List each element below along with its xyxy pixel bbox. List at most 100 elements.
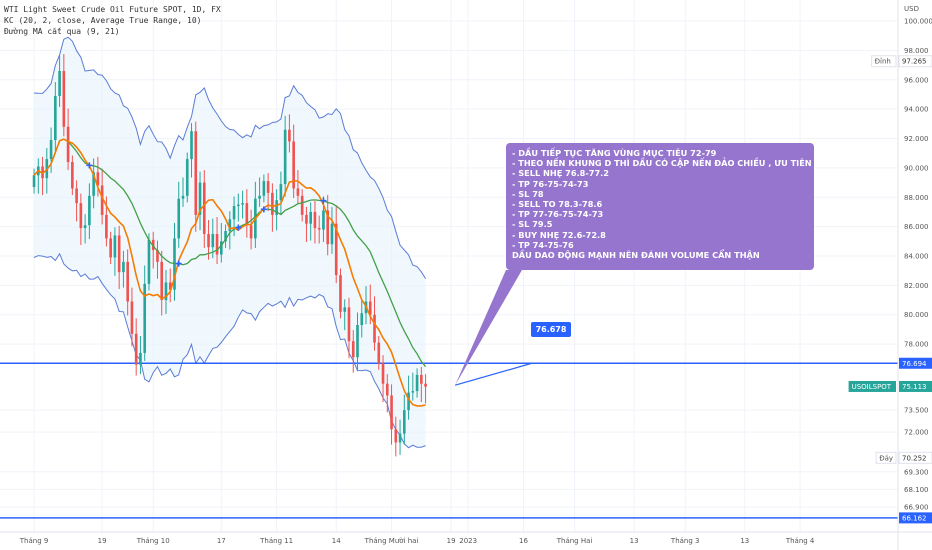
- projection-arrow: [454, 270, 532, 386]
- candle-body: [334, 223, 338, 276]
- candle-body: [237, 204, 240, 207]
- time-tick-label: 19: [98, 537, 107, 545]
- candle-body: [96, 172, 100, 186]
- time-tick-label: 13: [630, 537, 639, 545]
- candle-body: [228, 219, 232, 232]
- candle-body: [415, 374, 419, 392]
- candle-body: [288, 129, 291, 142]
- horizontal-levels: [0, 362, 898, 519]
- trade-plan-note[interactable]: - DẦU TIẾP TỤC TĂNG VÙNG MỤC TIÊU 72-79-…: [506, 143, 862, 270]
- price-tick-label: 86.000: [904, 223, 929, 231]
- candle-body: [100, 185, 104, 215]
- ma-fast-line: [33, 138, 426, 407]
- candle-body: [224, 231, 227, 242]
- time-tick-label: Tháng 11: [259, 537, 293, 545]
- candle-body: [398, 433, 402, 443]
- price-label-tag: Đỉnh: [875, 58, 891, 66]
- candle-body: [266, 181, 270, 193]
- price-label-tag-box: [871, 55, 897, 68]
- note-line: DẦU DAO ĐỘNG MẠNH NÊN ĐÁNH VOLUME CẨN TH…: [512, 250, 760, 261]
- candle-body: [168, 282, 172, 290]
- candle-body: [139, 352, 142, 365]
- price-label-tag-box: [848, 380, 896, 392]
- candle-body: [71, 162, 74, 189]
- legend-symbol[interactable]: WTI Light Sweet Crude Oil Future SPOT, 1…: [4, 5, 221, 14]
- candle-body: [105, 214, 108, 239]
- price-label-box: [899, 512, 932, 524]
- price-label-box: [899, 357, 932, 369]
- candle-body: [194, 131, 198, 215]
- price-label-box: [898, 451, 932, 464]
- ma-cross-marker: [235, 224, 242, 231]
- candle-body: [322, 210, 325, 230]
- candles: [32, 54, 427, 457]
- note-line: - SL 79.5: [512, 219, 553, 230]
- candle-body: [117, 235, 121, 273]
- candle-body: [232, 206, 236, 220]
- legend-ma-cross[interactable]: Đường MA cắt qua (9, 21): [4, 27, 120, 36]
- candle-body: [402, 410, 406, 434]
- time-tick-label: 17: [217, 537, 226, 545]
- note-line: - SL 78: [512, 188, 544, 199]
- candle-body: [147, 239, 151, 284]
- candle-body: [407, 392, 410, 411]
- candle-body: [360, 313, 364, 325]
- candle-body: [134, 333, 138, 365]
- legend-keltner[interactable]: KC (20, 2, close, Average True Range, 10…: [4, 16, 202, 25]
- candle-body: [109, 238, 112, 258]
- candle-body: [424, 383, 427, 387]
- candle-body: [296, 188, 300, 196]
- candle-body: [160, 261, 164, 301]
- candle-body: [326, 210, 330, 245]
- price-tick-label: 98.000: [904, 47, 929, 55]
- candle-body: [279, 184, 283, 201]
- candle-body: [32, 175, 36, 187]
- price-label-value: 75.113: [902, 383, 927, 391]
- candle-body: [245, 203, 249, 226]
- note-line: - TP 76-75-74-73: [512, 178, 589, 189]
- candle-body: [351, 341, 355, 358]
- candle-body: [313, 211, 317, 229]
- price-label-tag: Đáy: [879, 454, 893, 462]
- price-tick-label: 82.000: [904, 282, 929, 290]
- candle-body: [343, 307, 347, 312]
- candle-body: [300, 195, 304, 215]
- price-label-box: [898, 55, 932, 68]
- candle-body: [151, 239, 155, 251]
- candle-body: [122, 261, 125, 273]
- time-tick-label: 16: [519, 537, 528, 545]
- target-price-callout[interactable]: 76.678: [531, 322, 571, 337]
- price-tick-label: 100.000: [904, 18, 932, 26]
- candle-body: [356, 324, 359, 358]
- time-tick-label: 14: [332, 537, 341, 545]
- candle-body: [305, 214, 308, 224]
- price-tick-label: 80.000: [904, 311, 929, 319]
- candle-body: [88, 195, 91, 226]
- candle-body: [181, 195, 185, 199]
- candle-body: [190, 131, 193, 160]
- candle-body: [292, 141, 295, 189]
- candle-body: [198, 182, 202, 215]
- price-label-value: 76.694: [902, 360, 927, 368]
- candle-body: [130, 301, 134, 334]
- candle-body: [156, 250, 159, 262]
- price-tick-label: 96.000: [904, 76, 929, 84]
- candle-body: [219, 241, 223, 255]
- candle-body: [283, 129, 287, 185]
- price-label-value: 70.252: [902, 454, 927, 462]
- candle-body: [66, 126, 70, 163]
- ma-cross-marker: [86, 162, 93, 169]
- projection-arrow-line: [454, 362, 532, 386]
- price-tick-label: 90.000: [904, 164, 929, 172]
- price-label-tag: USOILSPOT: [852, 383, 892, 391]
- time-tick-label: Tháng Mười hai: [364, 537, 419, 545]
- candle-body: [202, 182, 206, 234]
- chart-legend: WTI Light Sweet Crude Oil Future SPOT, 1…: [4, 4, 221, 37]
- price-label-box: [899, 380, 932, 392]
- candle-body: [83, 225, 87, 229]
- candle-body: [126, 261, 129, 302]
- candle-body: [377, 342, 381, 364]
- price-tick-label: 88.000: [904, 194, 929, 202]
- candle-body: [368, 301, 372, 315]
